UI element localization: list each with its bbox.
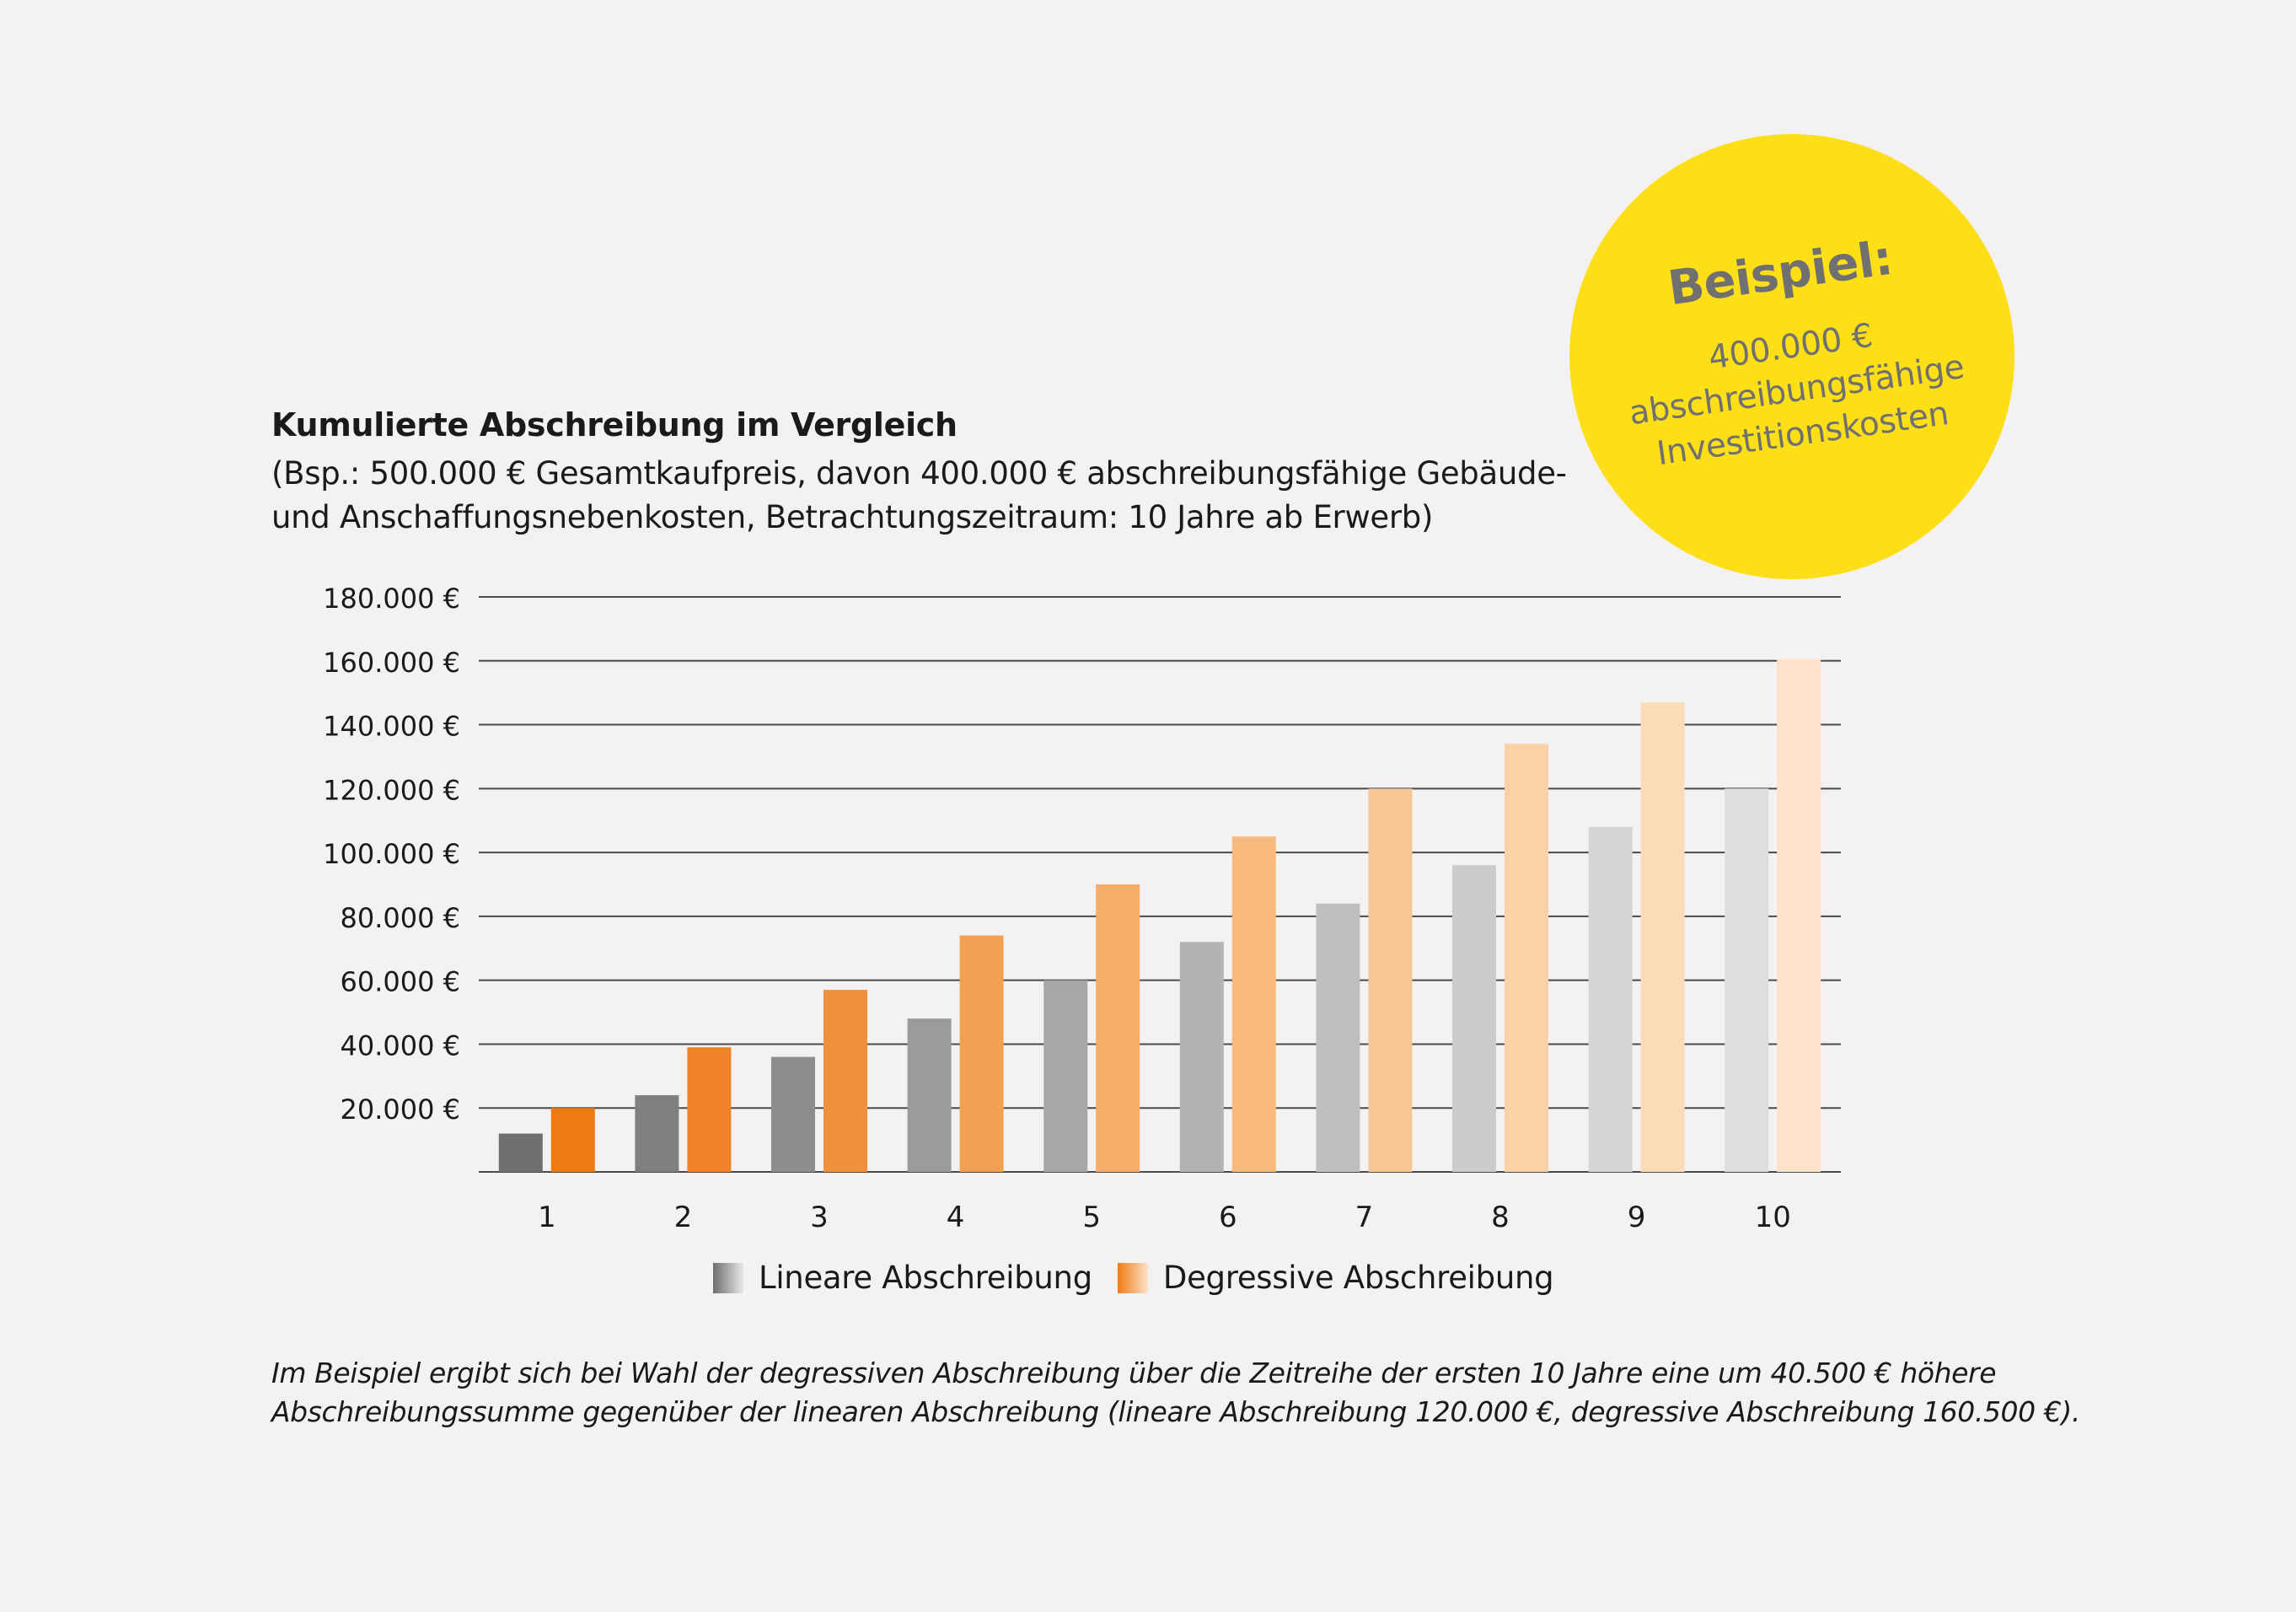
- x-tick-label: 5: [1082, 1201, 1101, 1234]
- x-tick-label: 7: [1355, 1201, 1374, 1234]
- x-tick-label: 4: [947, 1201, 965, 1234]
- y-tick-label: 60.000 €: [341, 966, 461, 998]
- footnote: Im Beispiel ergibt sich bei Wahl der deg…: [271, 1354, 2080, 1432]
- bar-degressive: [1368, 788, 1413, 1172]
- legend-swatch-degressive: [1117, 1262, 1148, 1293]
- bar-degressive: [959, 935, 1004, 1172]
- bar-degressive: [1505, 744, 1548, 1172]
- bar-degressive: [687, 1047, 732, 1172]
- x-tick-label: 6: [1219, 1201, 1237, 1234]
- bar-degressive: [1640, 702, 1685, 1172]
- y-tick-label: 140.000 €: [323, 711, 460, 743]
- x-tick-label: 10: [1755, 1201, 1791, 1234]
- footnote-line-1: Im Beispiel ergibt sich bei Wahl der deg…: [271, 1357, 1997, 1389]
- legend-swatch-linear: [713, 1262, 743, 1293]
- chart-title: Kumulierte Abschreibung im Vergleich: [271, 406, 958, 443]
- y-tick-label: 180.000 €: [323, 583, 460, 615]
- example-badge: Beispiel: 400.000 € abschreibungsfähige …: [1569, 134, 2014, 579]
- x-tick-label: 3: [810, 1201, 829, 1234]
- bar-degressive: [1096, 884, 1140, 1172]
- bar-linear: [1725, 788, 1769, 1172]
- bar-linear: [1452, 865, 1496, 1172]
- y-tick-label: 100.000 €: [323, 838, 460, 870]
- chart-legend: Lineare Abschreibung Degressive Abschrei…: [713, 1260, 1554, 1296]
- subtitle-line-1: (Bsp.: 500.000 € Gesamtkaufpreis, davon …: [271, 455, 1567, 492]
- y-tick-label: 80.000 €: [341, 902, 461, 934]
- bar-linear: [1179, 942, 1224, 1172]
- bar-linear: [1588, 826, 1633, 1172]
- bar-degressive: [823, 990, 867, 1172]
- x-tick-label: 9: [1628, 1201, 1646, 1234]
- x-tick-label: 2: [674, 1201, 693, 1234]
- y-tick-label: 40.000 €: [341, 1029, 461, 1061]
- bar-degressive: [1231, 836, 1276, 1172]
- y-tick-label: 20.000 €: [341, 1093, 461, 1126]
- subtitle-line-2: und Anschaffungsnebenkosten, Betrachtung…: [271, 499, 1434, 535]
- bar-linear: [771, 1056, 815, 1172]
- bar-linear: [1316, 903, 1360, 1172]
- chart-subtitle: (Bsp.: 500.000 € Gesamtkaufpreis, davon …: [271, 452, 1567, 540]
- bar-linear: [1043, 980, 1088, 1172]
- bar-linear: [635, 1095, 679, 1172]
- y-tick-label: 160.000 €: [323, 647, 460, 679]
- bar-degressive: [550, 1108, 595, 1172]
- bar-degressive: [1777, 658, 1821, 1172]
- bar-linear: [907, 1018, 952, 1172]
- x-tick-label: 1: [538, 1201, 556, 1234]
- bar-linear: [498, 1133, 543, 1172]
- x-tick-label: 8: [1491, 1201, 1510, 1234]
- footnote-line-2: Abschreibungssumme gegenüber der lineare…: [271, 1395, 2080, 1428]
- y-tick-label: 120.000 €: [323, 774, 460, 806]
- legend-label-degressive: Degressive Abschreibung: [1162, 1260, 1554, 1296]
- legend-label-linear: Lineare Abschreibung: [759, 1260, 1092, 1296]
